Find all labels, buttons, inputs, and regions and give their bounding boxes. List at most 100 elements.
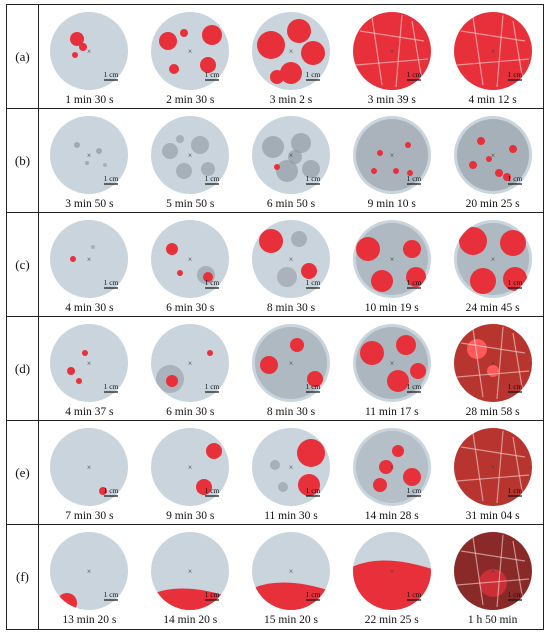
grey-wetting-spot [276,267,297,287]
petri-dish-photo: × 1 cm [352,12,431,90]
scale-bar-label: 1 cm [406,590,421,599]
vein-line [460,446,525,458]
vein-line [511,332,524,394]
red-droplet-spot [286,19,311,43]
red-droplet-spot [402,240,421,258]
red-liquid-region [251,582,330,610]
dish-background [151,428,230,506]
vein-line [456,58,529,66]
petri-dish-photo: × 1 cm [50,532,129,610]
dish-panel: × 1 cm 3 min 50 s [40,115,138,210]
time-caption: 14 min 28 s [364,510,419,522]
red-droplet-spot [476,137,485,145]
vein-line [456,474,529,482]
time-caption: 22 min 25 s [364,614,419,626]
time-caption: 1 h 50 min [467,614,518,626]
dish-panel: × 1 cm 20 min 25 s [444,115,542,210]
red-droplet-spot [391,445,404,457]
grey-wetting-spot [201,162,216,176]
center-cross-icon: × [390,567,395,576]
scale-bar-label: 1 cm [205,590,220,599]
time-caption: 14 min 20 s [163,614,218,626]
center-cross-icon: × [390,151,395,160]
vein-line [355,58,428,66]
red-droplet-spot [196,479,213,495]
scale-bar-label: 1 cm [205,486,220,495]
scale-bar-label: 1 cm [507,590,522,599]
dish-panel: × 1 cm 22 min 25 s [343,531,441,626]
center-cross-icon: × [87,255,92,264]
dish-panel: × 1 cm 3 min 2 s [242,11,340,106]
time-caption: 28 min 58 s [465,406,520,418]
time-caption: 11 min 17 s [364,406,419,418]
grey-wetting-spot [290,231,307,247]
red-droplet-spot [376,150,383,156]
center-cross-icon: × [490,255,495,264]
red-droplet-spot [370,270,393,292]
red-droplet-spot [466,339,487,359]
scale-bar-label: 1 cm [306,590,321,599]
red-droplet-spot [82,350,89,356]
dish-panel: × 1 cm 6 min 50 s [242,115,340,210]
red-droplet-spot [99,487,108,495]
center-cross-icon: × [490,567,495,576]
dish-panel: × 1 cm 1 min 30 s [40,11,138,106]
petri-dish-photo: × 1 cm [251,428,330,506]
center-cross-icon: × [390,255,395,264]
grey-wetting-spot [91,245,96,249]
grey-wetting-spot [74,142,81,148]
vein-line [511,540,524,602]
scale-bar-label: 1 cm [306,70,321,79]
dish-panel: × 1 cm 4 min 37 s [40,323,138,418]
vein-line [471,328,484,398]
time-caption: 20 min 25 s [465,198,520,210]
row-panels: × 1 cm 3 min 50 s × 1 cm 5 min 50 s × 1 cm 6 min… [39,109,543,213]
vein-line [411,20,423,82]
petri-dish-photo: × 1 cm [151,12,230,90]
petri-dish-photo: × 1 cm [251,324,330,402]
vein-line [460,342,525,354]
time-caption: 13 min 20 s [62,614,117,626]
red-liquid-region [352,560,431,610]
petri-dish-photo: × 1 cm [151,220,230,298]
petri-dish-photo: × 1 cm [352,220,431,298]
red-droplet-spot [72,52,79,58]
red-droplet-spot [70,32,85,46]
time-caption: 9 min 30 s [166,510,215,522]
center-cross-icon: × [188,463,193,472]
dish-panel: × 1 cm 14 min 20 s [141,531,239,626]
vein-line [495,430,504,504]
red-droplet-spot [273,164,280,170]
time-caption: 10 min 19 s [364,302,419,314]
center-cross-icon: × [188,47,193,56]
vein-line [471,16,484,86]
vein-line [456,578,529,586]
dish-background [453,428,532,506]
grey-wetting-spot [103,163,108,167]
row-label: (f) [7,525,39,629]
scale-bar-label: 1 cm [205,70,220,79]
time-caption: 3 min 39 s [367,94,416,106]
center-cross-icon: × [289,47,294,56]
red-droplet-spot [372,478,387,492]
dish-panel: × 1 cm 3 min 39 s [343,11,441,106]
red-droplet-spot [409,363,426,379]
row-label: (e) [7,421,39,525]
dish-background [50,12,129,90]
red-droplet-spot [502,267,527,291]
petri-dish-photo: × 1 cm [453,324,532,402]
dish-panel: × 1 cm 24 min 45 s [444,219,542,314]
center-cross-icon: × [188,567,193,576]
row-label: (b) [7,109,39,213]
vein-line [511,436,524,498]
dish-panel: × 1 cm 7 min 30 s [40,427,138,522]
center-cross-icon: × [289,359,294,368]
grey-wetting-spot [176,135,185,143]
red-droplet-spot [200,57,217,73]
grey-wetting-spot [275,160,298,182]
time-caption: 11 min 30 s [264,510,318,522]
center-cross-icon: × [490,463,495,472]
grey-wetting-spot [261,136,284,158]
scale-bar-label: 1 cm [104,590,119,599]
red-droplet-spot [404,142,411,148]
